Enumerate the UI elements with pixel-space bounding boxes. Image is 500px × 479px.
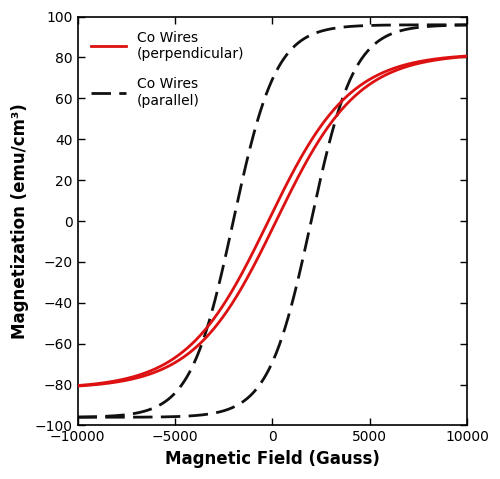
Legend: Co Wires
(perpendicular), Co Wires
(parallel): Co Wires (perpendicular), Co Wires (para… (84, 23, 251, 114)
Co Wires
(perpendicular) (98, 381, 104, 387)
Co Wires
(parallel) (311, 205, 317, 211)
X-axis label: Magnetic Field (Gauss): Magnetic Field (Gauss) (165, 450, 380, 468)
Co Wires
(parallel) (322, 154, 328, 160)
Co Wires
(parallel) (74, 414, 80, 420)
Line: Co Wires
(parallel): Co Wires (parallel) (78, 25, 467, 417)
Y-axis label: Magnetization (emu/cm³): Magnetization (emu/cm³) (11, 103, 29, 339)
Line: Co Wires
(perpendicular): Co Wires (perpendicular) (78, 57, 467, 386)
Co Wires
(parallel) (410, 25, 416, 31)
Co Wires
(perpendicular) (300, 164, 306, 170)
Co Wires
(parallel) (300, 252, 306, 258)
Co Wires
(perpendicular) (311, 146, 317, 151)
Co Wires
(parallel) (370, 43, 376, 48)
Co Wires
(parallel) (464, 22, 470, 28)
Co Wires
(perpendicular) (370, 80, 376, 85)
Co Wires
(parallel) (98, 414, 104, 420)
Co Wires
(perpendicular) (74, 383, 80, 389)
Co Wires
(perpendicular) (410, 62, 416, 68)
Co Wires
(perpendicular) (464, 54, 470, 59)
Co Wires
(perpendicular) (322, 127, 328, 133)
